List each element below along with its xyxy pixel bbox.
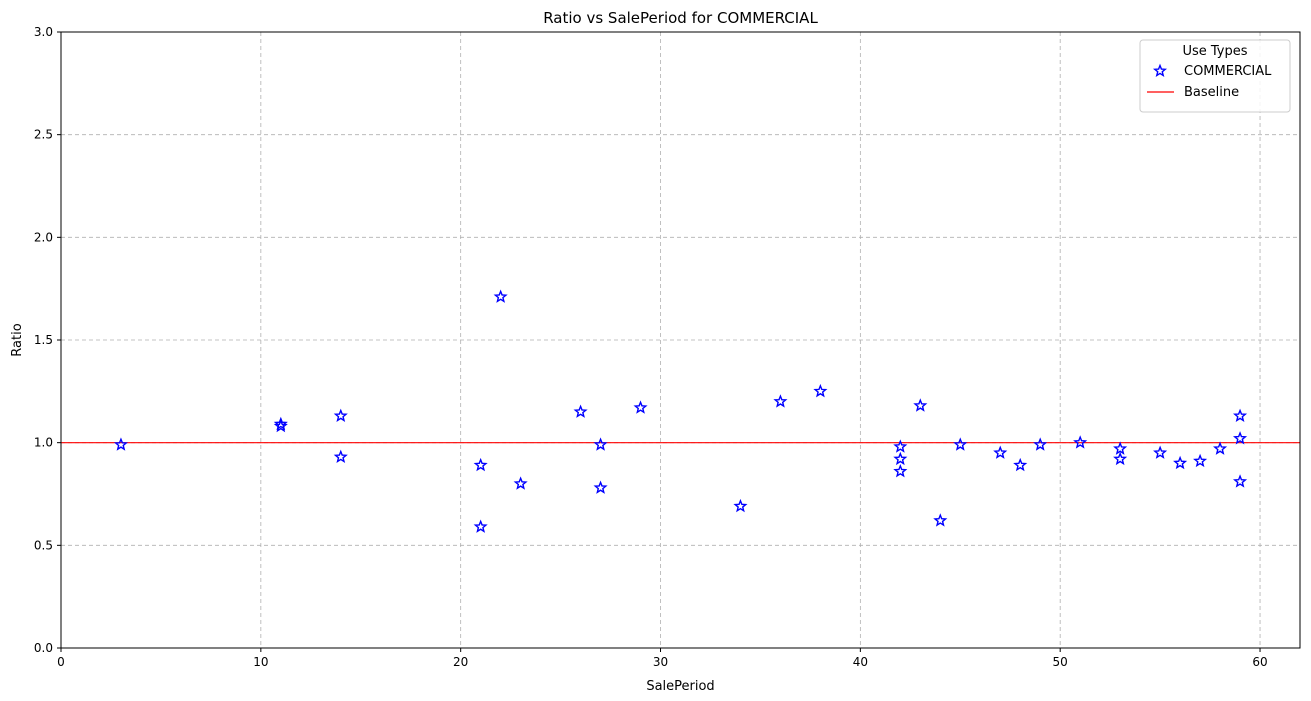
- data-points: [113, 289, 1248, 533]
- legend: Use Types COMMERCIAL Baseline: [1139, 39, 1291, 113]
- data-point: [773, 394, 788, 408]
- y-tick-label: 2.5: [34, 128, 53, 142]
- data-point: [1113, 441, 1128, 455]
- y-axis-label: Ratio: [10, 323, 25, 356]
- x-tick-label: 0: [57, 655, 65, 669]
- data-point: [513, 476, 528, 490]
- data-point: [1193, 453, 1208, 468]
- data-point: [273, 418, 288, 433]
- y-tick-label: 3.0: [34, 25, 53, 39]
- data-point: [913, 398, 928, 412]
- x-tick-label: 60: [1252, 655, 1267, 669]
- legend-box: [1139, 39, 1291, 113]
- data-point: [593, 480, 608, 494]
- y-tick-label: 2.0: [34, 230, 53, 244]
- data-point: [1213, 441, 1228, 455]
- data-point: [953, 437, 968, 451]
- legend-marker-commercial: [1152, 63, 1168, 77]
- data-point: [1033, 437, 1048, 451]
- data-point: [333, 449, 348, 464]
- data-point: [893, 464, 908, 478]
- data-point: [993, 445, 1008, 459]
- x-tick-label: 10: [253, 655, 268, 669]
- data-point: [1233, 408, 1248, 422]
- data-point: [1233, 474, 1248, 488]
- data-point: [113, 437, 128, 451]
- data-point: [1013, 457, 1028, 472]
- x-tick-label: 30: [653, 655, 668, 669]
- y-tick-label: 1.0: [34, 436, 53, 450]
- grid: [60, 31, 1300, 649]
- data-point: [1113, 451, 1128, 466]
- data-point: [493, 289, 508, 303]
- chart-title: Ratio vs SalePeriod for COMMERCIAL: [543, 9, 818, 27]
- data-point: [333, 408, 348, 422]
- data-point: [473, 519, 488, 533]
- data-point: [933, 513, 948, 527]
- legend-title: Use Types: [1182, 44, 1247, 59]
- legend-label-commercial: COMMERCIAL: [1184, 64, 1272, 79]
- y-axis-ticks: 0.0 0.5 1.0 1.5 2.0 2.5 3.0: [34, 25, 61, 655]
- legend-label-baseline: Baseline: [1184, 85, 1239, 100]
- data-point: [1173, 455, 1188, 470]
- data-point: [893, 439, 908, 453]
- data-point: [593, 437, 608, 451]
- data-point: [1073, 435, 1088, 449]
- data-point: [733, 498, 748, 513]
- data-point: [633, 400, 648, 414]
- x-axis-ticks: 0 10 20 30 40 50 60: [57, 648, 1268, 669]
- x-tick-label: 50: [1053, 655, 1068, 669]
- legend-entries: COMMERCIAL Baseline: [1147, 63, 1272, 100]
- data-point: [1153, 445, 1168, 459]
- data-point: [1233, 431, 1248, 445]
- y-tick-label: 0.5: [34, 538, 53, 552]
- x-axis-label: SalePeriod: [646, 679, 714, 694]
- data-point: [473, 457, 488, 472]
- y-tick-label: 1.5: [34, 333, 53, 347]
- data-point: [273, 416, 288, 431]
- data-point: [893, 451, 908, 466]
- data-point: [573, 404, 588, 418]
- x-tick-label: 40: [853, 655, 868, 669]
- data-point: [813, 383, 828, 398]
- x-tick-label: 20: [453, 655, 468, 669]
- y-tick-label: 0.0: [34, 641, 53, 655]
